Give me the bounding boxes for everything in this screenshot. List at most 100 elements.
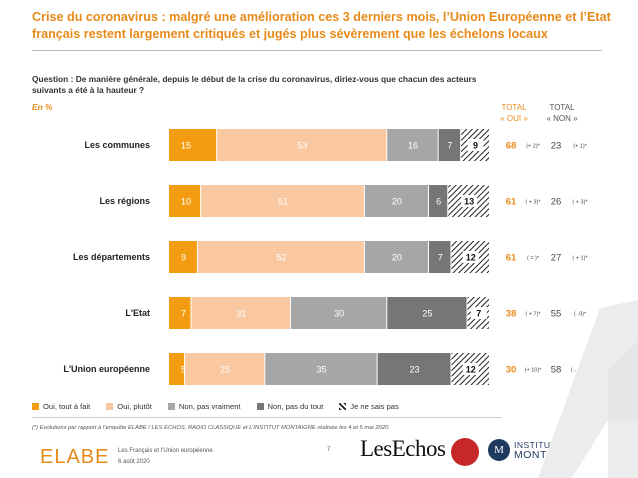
legend-label-oui-tout-a-fait: Oui, tout à fait bbox=[43, 402, 91, 411]
legend-item-ne-sais-pas: Je ne sais pas bbox=[339, 402, 399, 411]
total-oui-header-line2: « OUI » bbox=[500, 114, 528, 123]
bar-label-oui-plutot-l-etat: 31 bbox=[236, 309, 246, 319]
bar-oui-tout-a-fait-les-d-partements bbox=[169, 241, 197, 273]
legend-swatch-non-pas-du-tout bbox=[256, 403, 264, 410]
bar-label-ne-sais-pas-les-communes: 9 bbox=[473, 141, 478, 151]
chart-legend: Oui, tout à fait Oui, plutôt Non, pas vrai… bbox=[32, 402, 399, 411]
total-non-l-etat: 55 bbox=[551, 309, 562, 320]
bar-non-pas-vraiment-les-d-partements bbox=[364, 241, 429, 273]
total-non-header-line1: TOTAL bbox=[549, 103, 575, 112]
bar-oui-plutot-les-r-gions bbox=[201, 185, 364, 217]
legend-label-non-pas-vraiment: Non, pas vraiment bbox=[178, 402, 241, 411]
unit-label: En % bbox=[32, 102, 53, 112]
total-oui-les-d-partements: 61 bbox=[506, 253, 517, 264]
bar-label-oui-plutot-l-union-europ-enne: 25 bbox=[220, 365, 230, 375]
bar-label-oui-tout-a-fait-l-union-europ-enne: 5 bbox=[181, 365, 186, 375]
bar-non-pas-du-tout-l-union-europ-enne bbox=[377, 353, 451, 385]
legend-item-non-pas-vraiment: Non, pas vraiment bbox=[167, 402, 241, 411]
bar-oui-tout-a-fait-l-etat bbox=[169, 297, 191, 329]
row-label-l-union-europ-enne: L'Union européenne bbox=[63, 364, 150, 374]
total-oui-header: TOTAL « OUI » bbox=[492, 102, 536, 124]
legend-label-ne-sais-pas: Je ne sais pas bbox=[350, 402, 399, 411]
bar-oui-plutot-les-communes bbox=[217, 129, 387, 161]
bar-non-pas-vraiment-les-r-gions bbox=[364, 185, 429, 217]
bar-label-bg-les-r-gions bbox=[461, 195, 478, 207]
bar-label-bg-l-union-europ-enne bbox=[462, 363, 479, 375]
survey-question: Question : De manière générale, depuis l… bbox=[32, 74, 477, 95]
bar-label-ne-sais-pas-les-d-partements: 12 bbox=[466, 253, 476, 263]
legend-item-non-pas-du-tout: Non, pas du tout bbox=[256, 402, 324, 411]
bar-label-oui-tout-a-fait-les-communes: 15 bbox=[181, 141, 191, 151]
bar-label-non-pas-vraiment-l-union-europ-enne: 35 bbox=[316, 365, 326, 375]
total-non-les-r-gions: 26 bbox=[551, 197, 562, 208]
bar-non-pas-vraiment-l-etat bbox=[290, 297, 387, 329]
total-non-l-union-europ-enne: 58 bbox=[551, 365, 562, 376]
lesechos-logo: LesEchos bbox=[360, 436, 446, 461]
row-label-les-d-partements: Les départements bbox=[73, 252, 150, 262]
evolution-oui-l-etat: ( + 7)* bbox=[525, 312, 541, 318]
bar-label-oui-tout-a-fait-les-d-partements: 9 bbox=[181, 253, 186, 263]
bar-label-ne-sais-pas-les-r-gions: 13 bbox=[464, 197, 474, 207]
legend-item-oui-plutot: Oui, plutôt bbox=[106, 402, 152, 411]
bar-label-non-pas-du-tout-les-communes: 7 bbox=[447, 141, 452, 151]
evolution-oui-l-union-europ-enne: (+ 10)* bbox=[525, 368, 543, 374]
evolution-oui-les-communes: (+ 2)* bbox=[526, 144, 540, 150]
bar-label-ne-sais-pas-l-union-europ-enne: 12 bbox=[466, 365, 476, 375]
evolution-non-les-communes: (+ 1)* bbox=[573, 144, 587, 150]
bar-label-oui-plutot-les-d-partements: 52 bbox=[276, 253, 286, 263]
row-label-l-etat: L'Etat bbox=[125, 308, 150, 318]
bar-non-pas-vraiment-les-communes bbox=[387, 129, 438, 161]
report-title: Les Français et l’Union européenne bbox=[118, 448, 213, 454]
total-oui-les-r-gions: 61 bbox=[506, 197, 517, 208]
row-label-les-r-gions: Les régions bbox=[99, 196, 150, 206]
bar-oui-plutot-l-etat bbox=[191, 297, 290, 329]
evolution-oui-les-r-gions: ( + 3)* bbox=[525, 200, 541, 206]
bar-label-ne-sais-pas-l-etat: 7 bbox=[476, 309, 481, 319]
bar-label-non-pas-vraiment-l-etat: 30 bbox=[334, 309, 344, 319]
total-oui-l-etat: 38 bbox=[506, 309, 517, 320]
evolution-non-l-etat: ( -9)* bbox=[574, 312, 587, 318]
bar-label-non-pas-vraiment-les-d-partements: 20 bbox=[392, 253, 402, 263]
total-non-header-line2: « NON » bbox=[546, 114, 578, 123]
bar-label-oui-plutot-les-communes: 53 bbox=[297, 141, 307, 151]
legend-swatch-non-pas-vraiment bbox=[167, 403, 175, 410]
footnote: (*) Evolutions par rapport à l’enquête E… bbox=[32, 425, 390, 431]
bar-oui-plutot-les-d-partements bbox=[197, 241, 364, 273]
bar-label-bg-les-communes bbox=[467, 139, 484, 151]
legend-label-non-pas-du-tout: Non, pas du tout bbox=[267, 402, 324, 411]
bar-label-bg-l-etat bbox=[470, 307, 487, 319]
bar-non-pas-du-tout-les-d-partements bbox=[429, 241, 451, 273]
legend-swatch-oui-tout-a-fait bbox=[32, 403, 39, 410]
bar-label-non-pas-du-tout-les-r-gions: 6 bbox=[436, 197, 441, 207]
bar-label-non-pas-du-tout-l-union-europ-enne: 23 bbox=[410, 365, 420, 375]
bar-non-pas-du-tout-les-communes bbox=[438, 129, 461, 161]
bar-label-bg-les-d-partements bbox=[462, 251, 479, 263]
bar-label-oui-tout-a-fait-les-r-gions: 10 bbox=[181, 197, 191, 207]
legend-label-oui-plutot: Oui, plutôt bbox=[117, 402, 152, 411]
bar-label-oui-tout-a-fait-l-etat: 7 bbox=[181, 309, 186, 319]
legend-item-oui-tout-a-fait: Oui, tout à fait bbox=[32, 402, 90, 411]
total-non-les-d-partements: 27 bbox=[551, 253, 562, 264]
legend-divider bbox=[32, 417, 502, 418]
total-non-les-communes: 23 bbox=[551, 141, 562, 152]
page-number: 7 bbox=[327, 447, 331, 453]
bar-label-non-pas-du-tout-les-d-partements: 7 bbox=[438, 253, 443, 263]
elabe-logo: ELABE bbox=[40, 446, 110, 468]
legend-swatch-oui-plutot bbox=[106, 403, 114, 410]
bar-oui-tout-a-fait-les-communes bbox=[169, 129, 217, 161]
report-date: 6 août 2020 bbox=[118, 459, 150, 465]
bar-oui-plutot-l-union-europ-enne bbox=[185, 353, 265, 385]
radio-classique-logo bbox=[451, 438, 479, 466]
bar-label-non-pas-vraiment-les-r-gions: 20 bbox=[392, 197, 402, 207]
evolution-non-les-r-gions: ( + 3)* bbox=[572, 200, 588, 206]
bar-oui-tout-a-fait-l-union-europ-enne bbox=[169, 353, 185, 385]
bar-oui-tout-a-fait-les-r-gions bbox=[169, 185, 201, 217]
total-oui-l-union-europ-enne: 30 bbox=[506, 365, 517, 376]
row-label-les-communes: Les communes bbox=[84, 140, 150, 150]
bar-label-non-pas-du-tout-l-etat: 25 bbox=[422, 309, 432, 319]
montaigne-logo-line1: INSTITUT bbox=[514, 440, 557, 450]
bar-non-pas-du-tout-les-r-gions bbox=[429, 185, 448, 217]
total-non-header: TOTAL « NON » bbox=[540, 102, 584, 124]
bar-non-pas-vraiment-l-union-europ-enne bbox=[265, 353, 377, 385]
slide-title: Crise du coronavirus : malgré une amélio… bbox=[32, 10, 611, 41]
